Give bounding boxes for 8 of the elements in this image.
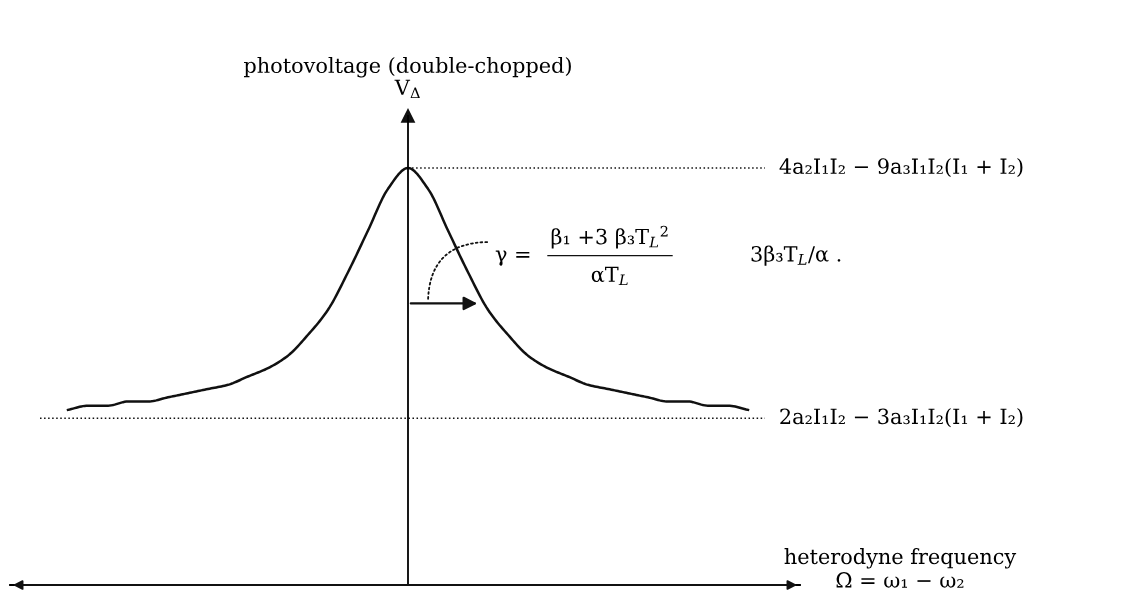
annotation: β₁ +3 β₃T$_{L}$$^{2}$ <box>551 225 668 249</box>
ref-line-label: 2a₂I₁I₂ − 3a₃I₁I₂(I₁ + I₂) <box>780 408 1023 428</box>
x-axis-title: heterodyne frequency Ω = ω₁ − ω₂ <box>784 548 1017 588</box>
ref-line-label: 4a₂I₁I₂ − 9a₃I₁I₂(I₁ + I₂) <box>779 157 1023 177</box>
annotation: γ = <box>495 250 530 266</box>
annotation: αT$_{L}$ <box>591 266 628 286</box>
y-axis-title: photovoltage (double-chopped) V$_{Δ}$ <box>244 56 571 99</box>
annotation: 3β₃T$_{L}$/α . <box>751 245 841 266</box>
